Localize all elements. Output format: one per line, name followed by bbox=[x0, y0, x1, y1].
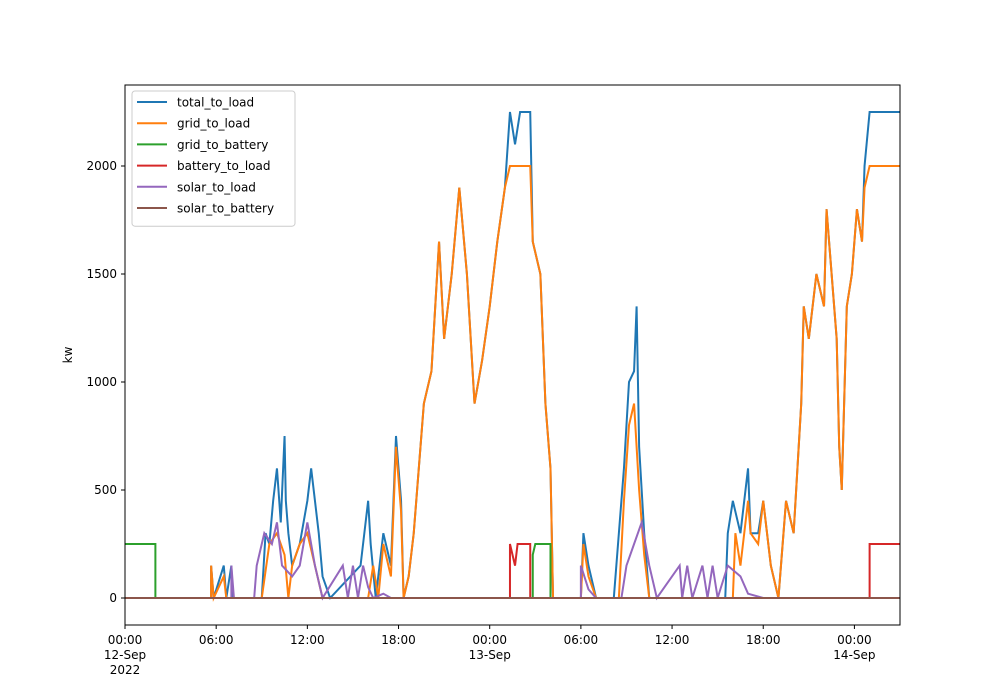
y-axis-label: kw bbox=[61, 346, 75, 363]
legend-label: solar_to_battery bbox=[177, 202, 274, 216]
series-line-battery-to-load bbox=[125, 543, 900, 599]
x-tick-label: 18:00 bbox=[381, 633, 416, 647]
x-tick-label: 00:00 12-Sep 2022 bbox=[104, 633, 146, 677]
legend: total_to_load grid_to_load grid_to_battery… bbox=[131, 90, 296, 227]
x-tick-label: 12:00 bbox=[655, 633, 690, 647]
legend-label: grid_to_battery bbox=[177, 138, 268, 152]
y-tick-label: 1500 bbox=[86, 267, 117, 281]
legend-label: solar_to_load bbox=[177, 180, 256, 194]
y-tick-label: 1000 bbox=[86, 375, 117, 389]
axes-frame bbox=[124, 84, 901, 626]
y-tick-label: 0 bbox=[109, 591, 117, 605]
legend-box bbox=[131, 90, 296, 227]
y-tick-label: 500 bbox=[94, 483, 117, 497]
x-tick-label: 00:00 13-Sep bbox=[469, 633, 511, 662]
x-tick-label: 06:00 bbox=[564, 633, 599, 647]
plot-border bbox=[124, 84, 901, 626]
series-line-grid-to-battery bbox=[125, 543, 900, 599]
x-tick-label: 12:00 bbox=[290, 633, 325, 647]
x-axis: 00:00 12-Sep 2022 06:00 12:00 18:00 00:00 13-Se… bbox=[104, 625, 876, 677]
series-layer bbox=[125, 111, 900, 602]
y-axis: 0 500 1000 1500 2000 bbox=[86, 159, 125, 605]
y-tick-label: 2000 bbox=[86, 159, 117, 173]
x-tick-label: 00:00 14-Sep bbox=[833, 633, 875, 662]
x-tick-label: 18:00 bbox=[746, 633, 781, 647]
legend-label: total_to_load bbox=[177, 96, 254, 110]
legend-label: battery_to_load bbox=[177, 159, 271, 173]
legend-label: grid_to_load bbox=[177, 117, 250, 131]
x-tick-label: 06:00 bbox=[199, 633, 234, 647]
